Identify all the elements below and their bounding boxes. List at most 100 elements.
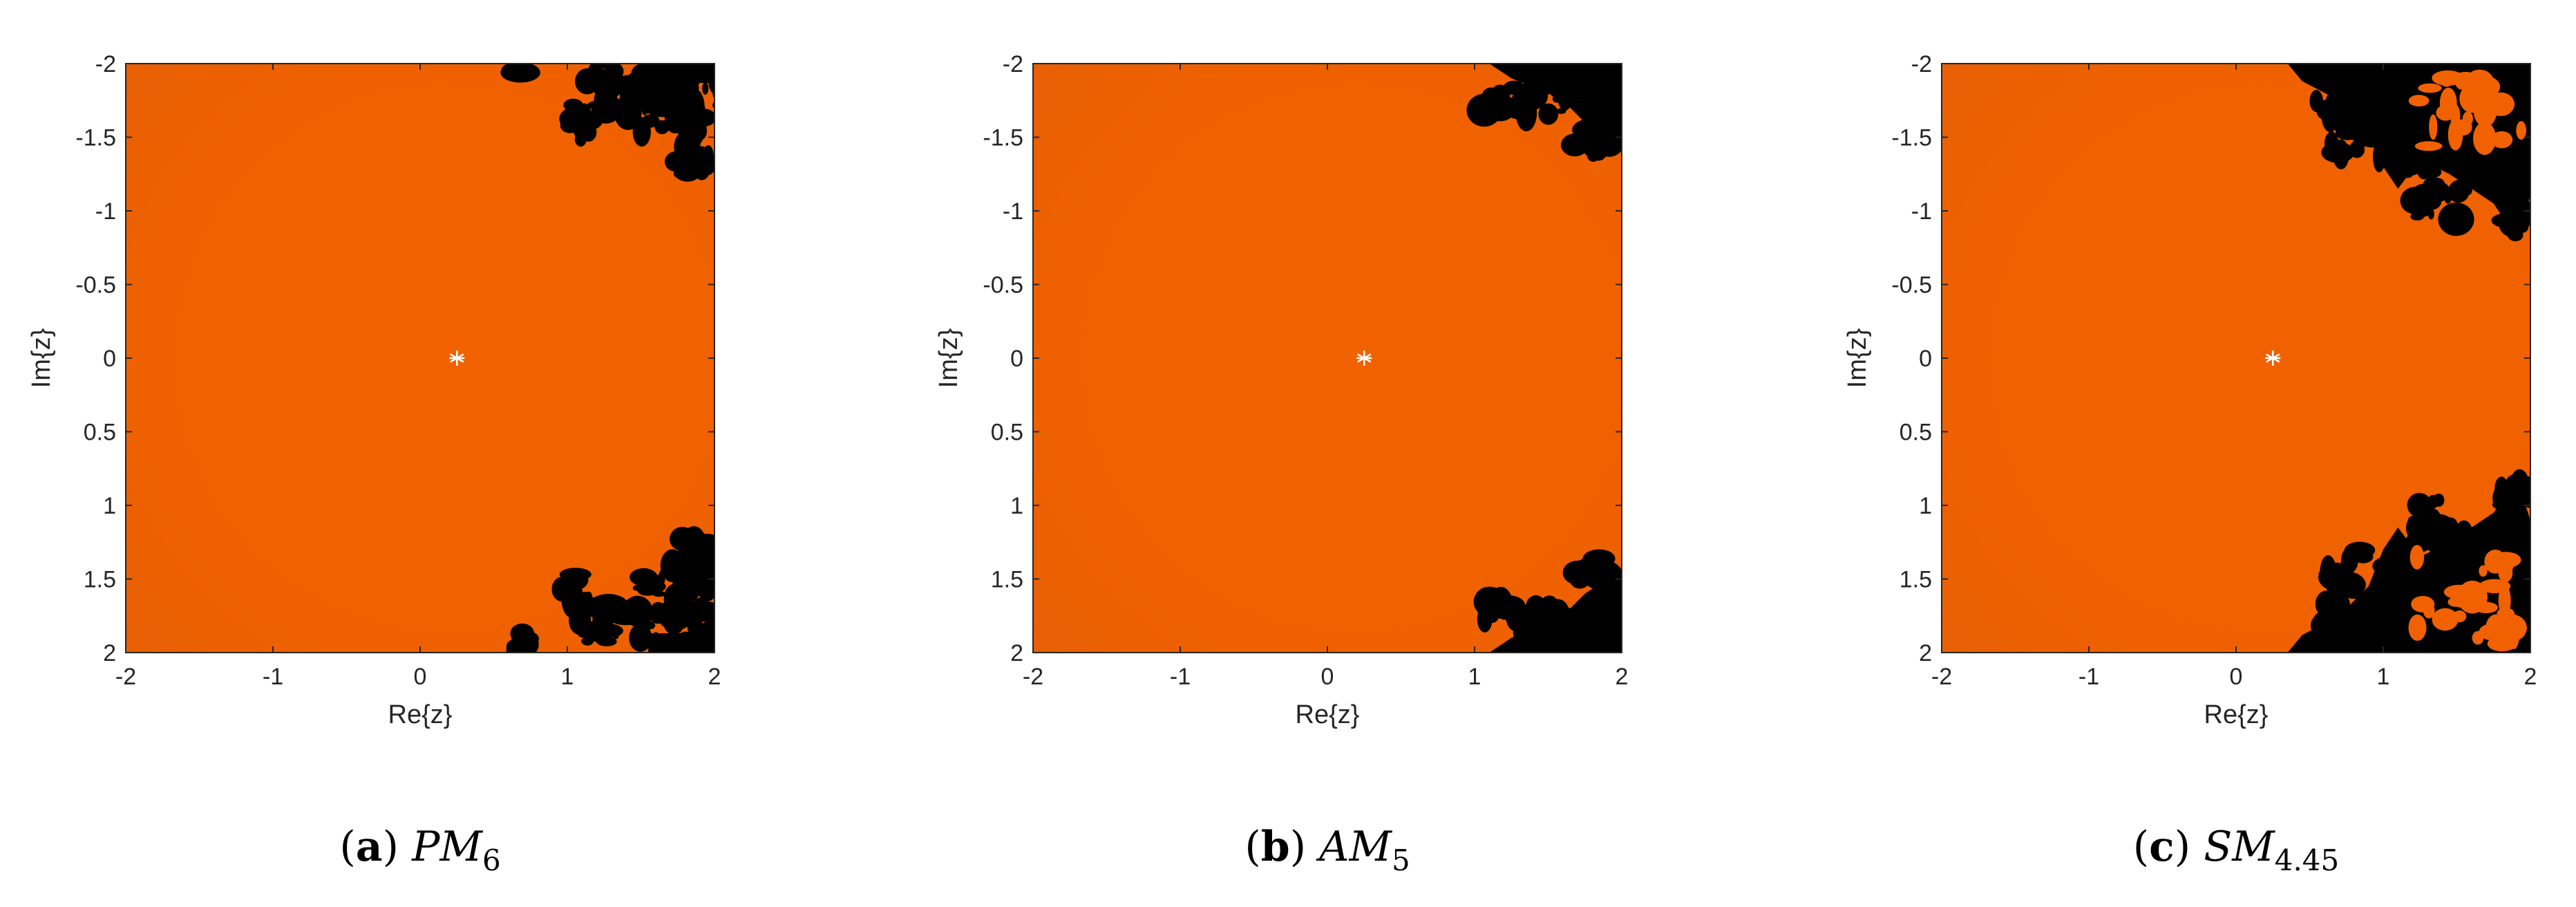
panel-caption: (c) SM4.45	[2133, 823, 2340, 877]
divergent-cluster	[634, 621, 650, 637]
divergent-cluster	[581, 637, 594, 646]
divergent-cluster	[1560, 133, 1589, 157]
x-tick-label: 2	[1616, 664, 1629, 690]
y-tick-label: -1.5	[75, 125, 116, 151]
divergent-cluster	[708, 619, 714, 653]
divergent-cluster	[506, 641, 528, 653]
divergent-cluster	[661, 100, 675, 113]
divergent-cluster	[592, 609, 612, 635]
divergent-cluster	[654, 120, 670, 135]
divergent-cluster	[632, 585, 642, 591]
divergent-cluster	[2463, 561, 2476, 573]
divergent-cluster	[2324, 131, 2339, 156]
x-tick-label: -2	[1023, 664, 1043, 690]
divergent-cluster	[1505, 607, 1517, 625]
divergent-cluster	[2362, 604, 2371, 613]
x-axis-label: Re{z}	[1296, 700, 1360, 729]
y-tick-label: 0.5	[84, 420, 116, 446]
convergent-gap	[2408, 614, 2427, 642]
convergent-gap	[2409, 545, 2425, 570]
y-tick-label: -2	[95, 51, 116, 77]
convergent-gap	[2498, 584, 2511, 617]
divergent-cluster	[2366, 621, 2378, 635]
divergent-cluster	[638, 606, 657, 617]
x-tick-label: -1	[1170, 664, 1191, 690]
divergent-cluster	[2512, 478, 2530, 504]
divergent-cluster	[652, 590, 666, 597]
y-tick-label: -1	[1003, 198, 1023, 225]
caption-method: AM	[1316, 823, 1392, 871]
divergent-cluster	[2447, 204, 2470, 234]
convergent-gap	[2452, 610, 2467, 623]
x-tick-label: 1	[1468, 664, 1481, 690]
x-tick-label: 1	[2377, 664, 2390, 690]
divergent-cluster	[647, 115, 659, 122]
convergent-gap	[2479, 565, 2488, 577]
fixed-point-marker	[449, 350, 465, 366]
divergent-cluster	[715, 95, 722, 106]
divergent-cluster	[680, 537, 704, 549]
divergent-cluster	[2461, 186, 2472, 196]
divergent-cluster	[1522, 600, 1563, 637]
convergent-gap	[2498, 562, 2513, 583]
divergent-cluster	[1511, 93, 1528, 106]
y-tick-label: -0.5	[983, 272, 1023, 299]
divergent-cluster	[689, 606, 711, 621]
caption-method: PM	[411, 823, 483, 871]
divergent-cluster	[2369, 102, 2385, 131]
caption-subscript: 4.45	[2275, 843, 2340, 877]
divergent-cluster	[676, 614, 687, 623]
divergent-cluster	[2359, 610, 2369, 621]
divergent-cluster	[2396, 148, 2431, 171]
caption-letter: b	[1261, 823, 1290, 871]
caption-letter: c	[2149, 823, 2175, 871]
divergent-cluster	[604, 73, 614, 82]
convergent-gap	[2432, 608, 2459, 631]
divergent-cluster	[559, 568, 591, 581]
divergent-cluster	[702, 82, 709, 95]
divergent-cluster	[563, 110, 576, 123]
divergent-cluster	[2390, 117, 2405, 134]
y-tick-label: 0.5	[1900, 420, 1932, 446]
divergent-cluster	[717, 628, 723, 637]
divergent-cluster	[594, 84, 618, 118]
y-tick-label: 0	[1919, 346, 1932, 372]
divergent-cluster	[2325, 571, 2366, 599]
divergent-cluster	[717, 626, 731, 642]
divergent-cluster	[1538, 64, 1573, 94]
x-tick-label: -2	[115, 664, 136, 690]
divergent-cluster	[2430, 178, 2445, 189]
divergent-cluster	[678, 548, 708, 566]
divergent-cluster	[2471, 149, 2479, 164]
convergent-gap	[2459, 84, 2485, 113]
y-tick-label: 1.5	[84, 567, 116, 593]
divergent-cluster	[676, 140, 693, 167]
divergent-cluster	[577, 127, 592, 133]
y-tick-label: -1.5	[1891, 125, 1932, 151]
x-axis-label: Re{z}	[2204, 700, 2269, 729]
divergent-cluster	[2443, 523, 2474, 554]
divergent-cluster	[652, 64, 659, 65]
y-tick-label: 1.5	[1900, 567, 1932, 593]
divergent-cluster	[2325, 609, 2335, 619]
divergent-cluster	[561, 576, 583, 619]
divergent-cluster	[560, 118, 580, 133]
convergent-gap	[2452, 593, 2475, 608]
divergent-cluster	[2517, 215, 2526, 227]
divergent-cluster	[659, 64, 666, 67]
y-tick-label: -0.5	[75, 272, 116, 299]
divergent-cluster	[1589, 131, 1597, 147]
x-tick-label: -2	[1931, 664, 1952, 690]
convergent-gap	[2429, 114, 2438, 140]
divergent-cluster	[723, 599, 734, 620]
convergent-gap	[2455, 75, 2470, 90]
divergent-cluster	[652, 632, 660, 642]
divergent-cluster	[2494, 476, 2509, 501]
plot-area	[126, 64, 734, 653]
y-tick-label: -2	[1003, 51, 1023, 77]
caption-open-paren: (	[2133, 823, 2149, 871]
panel-caption: (b) AM5	[1244, 823, 1410, 877]
convergent-gap	[2474, 601, 2499, 614]
divergent-cluster	[2447, 553, 2463, 571]
divergent-cluster	[2479, 536, 2485, 543]
